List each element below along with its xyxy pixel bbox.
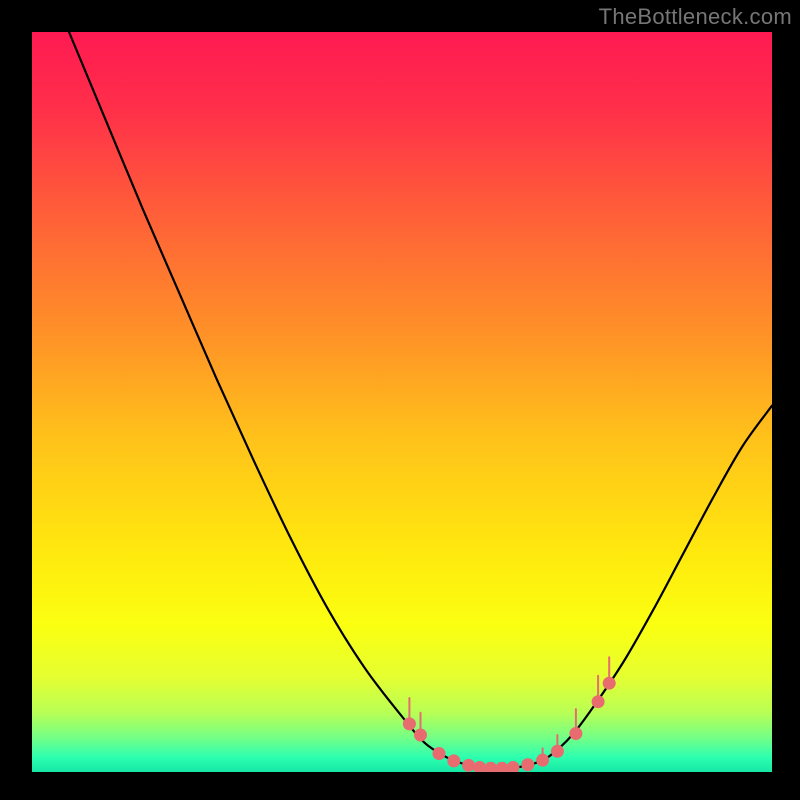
chart-plot-area: [32, 32, 772, 772]
chart-markers: [32, 32, 772, 772]
watermark-text: TheBottleneck.com: [599, 4, 792, 30]
